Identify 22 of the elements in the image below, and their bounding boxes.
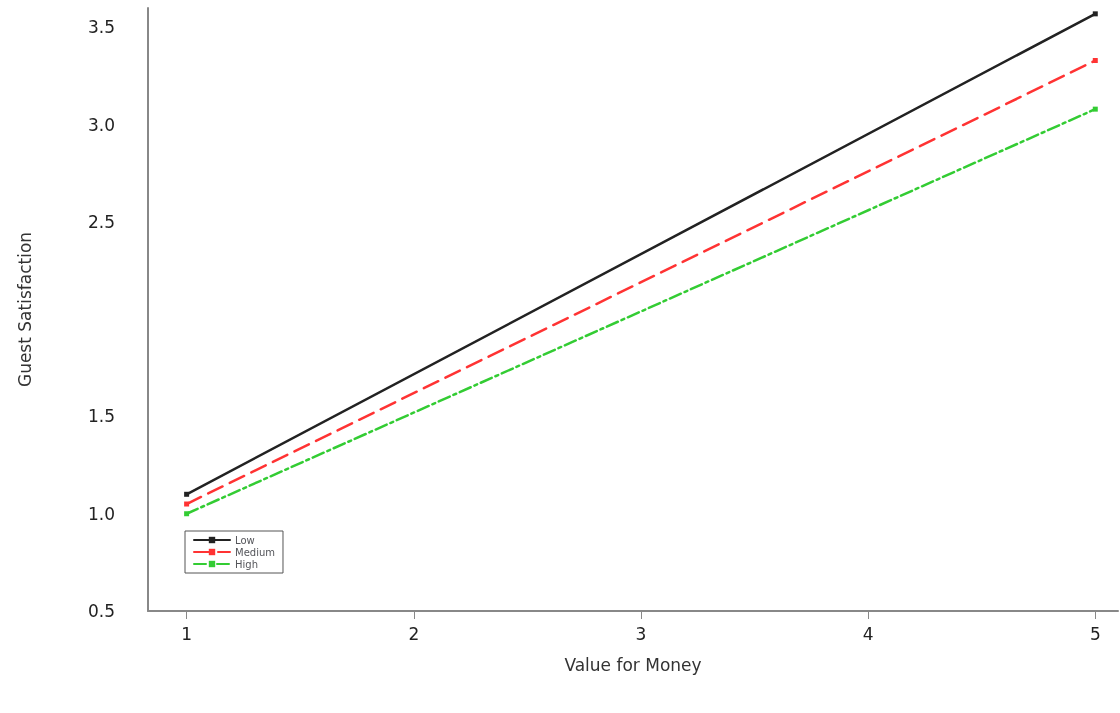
point <box>1092 58 1098 64</box>
y-axis-title: Guest Satisfaction <box>14 231 35 388</box>
point <box>184 501 190 507</box>
point <box>1092 11 1098 17</box>
x-tick-label: 1 <box>181 623 193 644</box>
point <box>184 511 190 517</box>
x-tick-label: 5 <box>1089 623 1101 644</box>
x-tick-label: 2 <box>408 623 420 644</box>
legend-label: Low <box>235 534 255 546</box>
y-tick-label: 2.5 <box>88 211 116 232</box>
x-tick-label: 3 <box>635 623 647 644</box>
y-tick-label: 1.5 <box>88 406 116 427</box>
x-axis-title: Value for Money <box>564 654 702 675</box>
legend-label: High <box>235 558 258 570</box>
y-tick-label: 1.0 <box>88 503 116 524</box>
point <box>184 491 190 497</box>
y-tick-label: 3.0 <box>88 114 116 135</box>
point <box>1092 106 1098 112</box>
y-tick-label: 3.5 <box>88 17 116 38</box>
x-tick-label: 4 <box>862 623 874 644</box>
legend-label: Medium <box>235 546 275 558</box>
y-tick-label: 0.5 <box>88 601 116 621</box>
